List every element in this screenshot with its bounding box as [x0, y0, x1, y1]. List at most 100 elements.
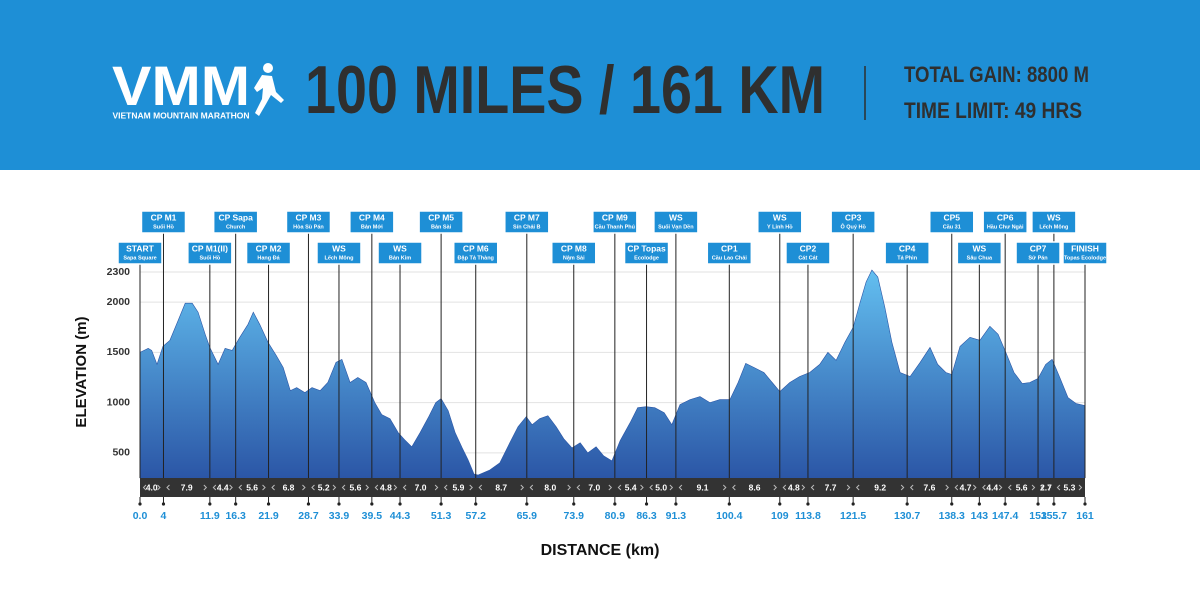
checkpoint-name: CP M2 — [256, 243, 282, 253]
chevron — [212, 484, 217, 491]
chevron — [909, 484, 914, 491]
checkpoint-box — [212, 210, 259, 234]
x-tick-label: 91.3 — [666, 510, 687, 522]
checkpoint-box — [1031, 210, 1077, 234]
checkpoint-name: CP M1 — [151, 212, 177, 222]
chevron — [773, 484, 777, 491]
checkpoint-place: Nậm Sài — [563, 255, 585, 261]
checkpoint-box — [757, 210, 803, 234]
chevron — [341, 484, 346, 491]
checkpoint-box — [377, 241, 423, 265]
chevron — [1078, 484, 1083, 491]
checkpoint-name: CP3 — [845, 212, 862, 222]
segment-label: 9.1 — [697, 482, 709, 492]
logo-subtitle: VIETNAM MOUNTAIN MARATHON — [112, 110, 249, 120]
x-tick-dot — [572, 502, 576, 506]
segment-label: 4.4 — [217, 482, 229, 492]
chevron — [810, 484, 815, 491]
x-tick-label: 65.9 — [517, 510, 538, 522]
x-tick-dot — [905, 502, 909, 506]
runner-icon — [254, 63, 284, 116]
checkpoint-place: Church — [226, 224, 246, 230]
chevron — [262, 484, 266, 491]
x-tick-dot — [950, 502, 954, 506]
chevron — [972, 484, 977, 491]
y-tick-label: 500 — [112, 447, 130, 459]
x-tick-dot — [161, 502, 166, 506]
x-tick-label: 161 — [1076, 510, 1094, 522]
checkpoint-place: Suối Vạn Dền — [658, 223, 694, 230]
chevron — [954, 484, 959, 491]
x-tick-label: 21.9 — [258, 510, 279, 522]
chevron — [238, 484, 243, 491]
segment-label: 8.6 — [749, 482, 761, 492]
chevron — [393, 484, 398, 491]
checkpoint-place: Y Linh Hồ — [767, 224, 793, 230]
checkpoint-name: CP6 — [997, 212, 1014, 222]
checkpoint-place: Ô Quý Hồ — [840, 222, 866, 230]
checkpoint-place: Lếch Mông — [1039, 223, 1068, 230]
x-tick-label: 33.9 — [329, 510, 350, 522]
checkpoint-box — [316, 241, 362, 265]
x-tick-dot — [806, 502, 810, 506]
checkpoint-name: CP M3 — [296, 212, 322, 222]
segment-label: 7.0 — [588, 482, 600, 492]
chevron — [1031, 484, 1036, 491]
chevron — [520, 484, 525, 491]
chevron — [801, 484, 806, 491]
chevron — [640, 484, 644, 491]
chevron — [203, 484, 208, 491]
x-tick-dot — [370, 502, 374, 506]
x-tick-dot — [234, 502, 238, 506]
x-tick-dot — [138, 502, 142, 506]
x-tick-label: 57.2 — [466, 510, 487, 522]
y-tick-label: 2000 — [107, 296, 131, 308]
chevron — [982, 484, 986, 491]
chevron — [529, 484, 534, 491]
chevron — [649, 484, 653, 491]
checkpoint-place: Cát Cát — [798, 255, 817, 261]
checkpoint-name: CP1 — [721, 243, 738, 253]
checkpoint-name: CP2 — [800, 243, 817, 253]
x-tick-label: 44.3 — [390, 510, 411, 522]
x-tick-dot — [398, 502, 402, 506]
checkpoint-place: Cầu Thanh Phú — [595, 224, 635, 230]
checkpoint-box — [1062, 241, 1108, 265]
checkpoint-box — [623, 241, 670, 265]
x-tick-label: 4 — [161, 510, 167, 522]
checkpoint-place: Lếch Mông — [324, 254, 353, 261]
chevron — [402, 484, 407, 491]
segment-label: 7.9 — [181, 482, 193, 492]
checkpoint-name: WS — [332, 243, 346, 253]
title: 100 MILES / 161 KM — [305, 52, 825, 128]
checkpoint-box — [285, 210, 332, 234]
checkpoint-place: Bản Sài — [431, 224, 452, 230]
segment-label: 5.2 — [318, 482, 330, 492]
chevron — [365, 484, 370, 491]
x-tick-dot — [474, 502, 478, 506]
x-tick-dot — [613, 502, 617, 506]
checkpoint-box — [592, 210, 638, 234]
x-tick-label: 39.5 — [362, 510, 383, 522]
x-tick-label: 80.9 — [605, 510, 626, 522]
y-tick-label: 2300 — [107, 266, 131, 278]
checkpoint-name: CP M6 — [463, 243, 489, 253]
x-tick-label: 100.4 — [716, 510, 742, 522]
chevron — [271, 484, 275, 491]
x-tick-label: 138.3 — [939, 510, 965, 522]
checkpoint-box — [452, 241, 499, 265]
segment-label: 5.6 — [349, 482, 361, 492]
chevron — [732, 484, 736, 491]
x-tick-dot — [1003, 502, 1007, 506]
x-tick-label: 147.4 — [992, 510, 1018, 522]
x-tick-dot — [727, 502, 731, 506]
segment-label: 5.6 — [246, 482, 258, 492]
chevron — [846, 484, 851, 491]
checkpoint-place: Sapa Square — [123, 255, 156, 261]
segment-label: 4.8 — [380, 482, 392, 492]
checkpoint-name: WS — [972, 243, 986, 253]
checkpoint-place: Suối Hồ — [199, 254, 220, 261]
distance-band — [140, 478, 1085, 497]
checkpoint-box — [140, 210, 187, 234]
x-tick-dot — [208, 502, 212, 506]
